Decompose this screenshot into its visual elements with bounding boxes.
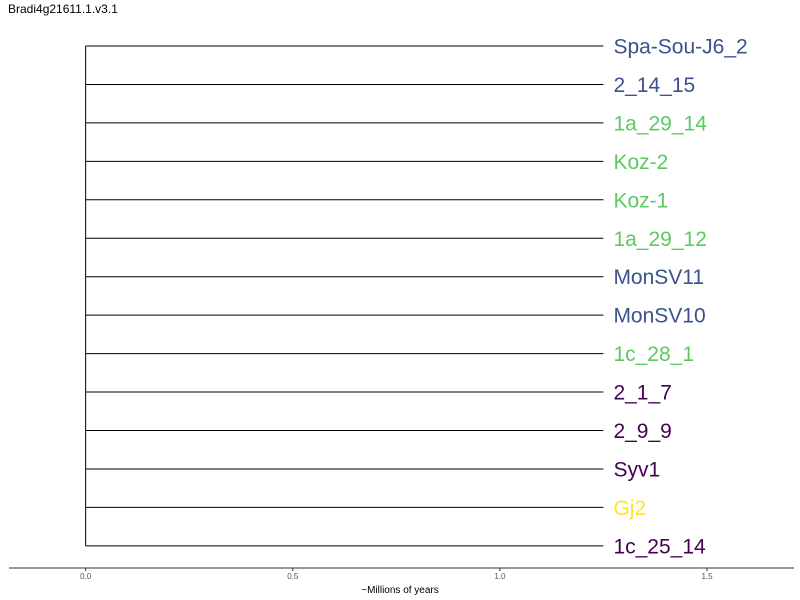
leaf-label: MonSV10: [613, 305, 705, 328]
leaf-labels: Spa-Sou-J6_2 2_14_15 1a_29_14 Koz-2 Koz-1 1a_…: [613, 36, 747, 559]
leaf-label: 1c_25_14: [613, 535, 706, 558]
leaf-label: Koz-1: [613, 189, 668, 212]
tree-branches: [85, 45, 604, 547]
leaf-label: 2_1_7: [613, 382, 671, 405]
leaf-label: Koz-2: [613, 151, 668, 174]
axis-tick-label: 0.5: [287, 572, 299, 581]
tree-title: Bradi4g21611.1.v3.1: [8, 2, 118, 16]
leaf-label: 1a_29_12: [613, 228, 706, 251]
leaf-label: Syv1: [613, 458, 660, 481]
axis-title: ~Millions of years: [361, 585, 439, 596]
leaf-label: 1c_28_1: [613, 343, 694, 366]
axis-tick-label: 1.0: [494, 572, 506, 581]
leaf-label: 2_14_15: [613, 74, 695, 97]
axis-ticks: 0.0 0.5 1.0 1.5: [80, 568, 713, 581]
leaf-label: 1a_29_14: [613, 112, 707, 135]
leaf-label: Gj2: [613, 497, 646, 520]
leaf-label: 2_9_9: [613, 420, 671, 443]
axis-tick-label: 1.5: [701, 572, 713, 581]
leaf-label: Spa-Sou-J6_2: [613, 36, 747, 59]
axis-tick-label: 0.0: [80, 572, 92, 581]
leaf-label: MonSV11: [613, 266, 704, 289]
time-axis: 0.0 0.5 1.0 1.5 ~Millions of years: [9, 567, 794, 596]
